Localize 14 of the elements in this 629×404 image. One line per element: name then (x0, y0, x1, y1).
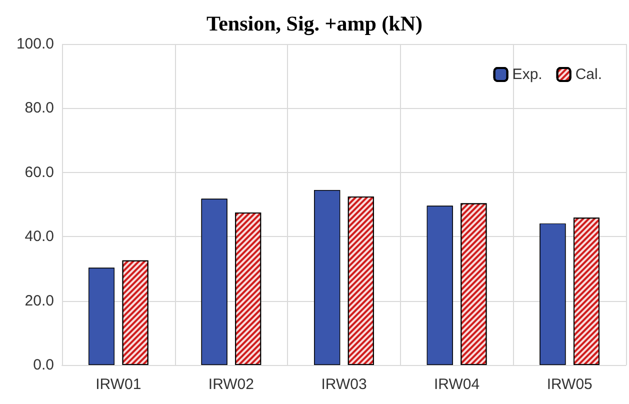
y-tick-label: 60.0 (24, 164, 54, 181)
x-tick-label: IRW05 (546, 376, 592, 393)
x-tick-label: IRW02 (208, 376, 254, 393)
x-tick-label: IRW01 (96, 376, 142, 393)
x-tick-label: IRW03 (321, 376, 367, 393)
chart-title: Tension, Sig. +amp (kN) (206, 12, 423, 36)
legend-label: Cal. (575, 66, 602, 83)
y-tick-label: 40.0 (24, 228, 54, 246)
y-tick-label: 100.0 (16, 36, 54, 52)
y-tick-label: 0.0 (33, 356, 54, 374)
y-tick-label: 20.0 (24, 292, 54, 310)
x-tick-label: IRW04 (434, 376, 480, 393)
y-tick-label: 80.0 (24, 100, 54, 117)
legend-label: Exp. (512, 66, 542, 83)
